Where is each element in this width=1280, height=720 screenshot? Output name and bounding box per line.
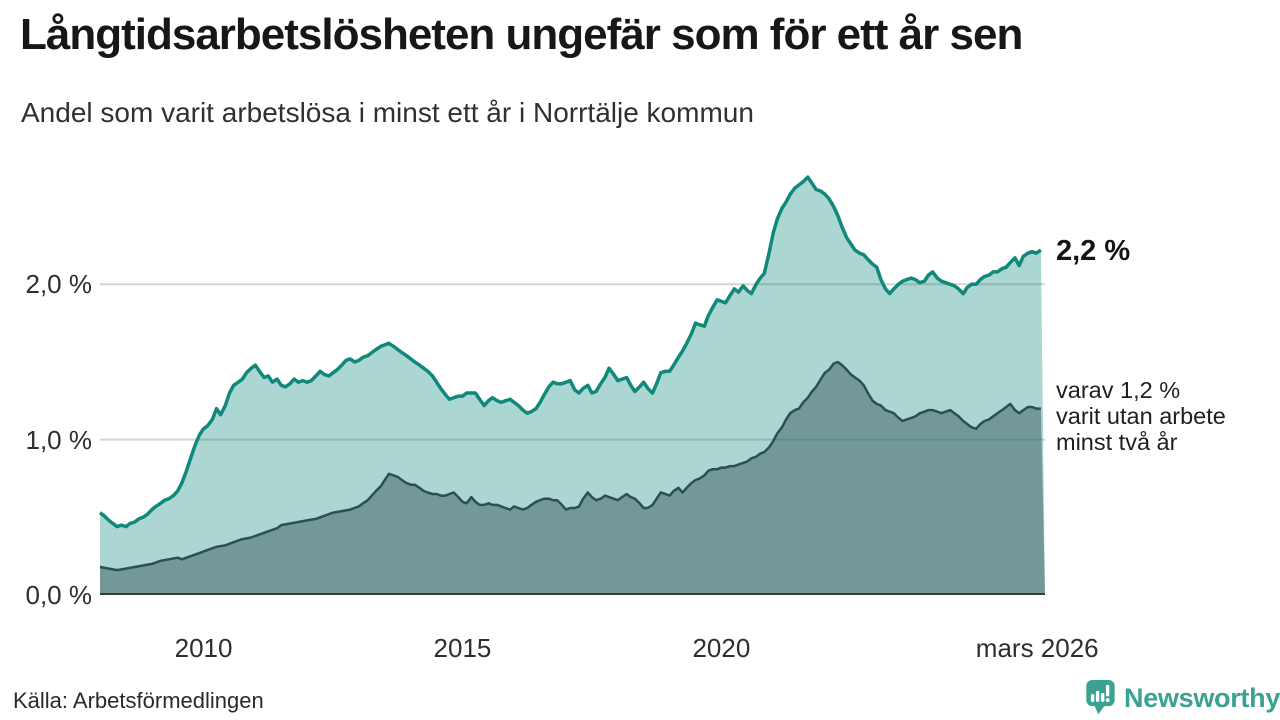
latest-value-label-lower: varav 1,2 % varit utan arbete minst två … (1056, 377, 1226, 455)
x-tick-label: mars 2026 (975, 633, 1099, 663)
y-tick-label: 0,0 % (25, 580, 93, 610)
newsworthy-logo-text: Newsworthy (1124, 682, 1280, 713)
x-tick-label: 2020 (692, 633, 751, 663)
chart-title: Långtidsarbetslösheten ungefär som för e… (20, 10, 1023, 59)
latest-value-label-upper: 2,2 % (1056, 235, 1131, 267)
x-tick-label: 2015 (433, 633, 492, 663)
y-tick-label: 1,0 % (25, 424, 93, 455)
series-area-1 (100, 362, 1045, 595)
x-tick-label: 2010 (174, 633, 233, 663)
chart-subtitle: Andel som varit arbetslösa i minst ett å… (21, 97, 754, 128)
area-chart (98, 175, 1045, 595)
newsworthy-logo: Newsworthy (1085, 680, 1280, 716)
source-label: Källa: Arbetsförmedlingen (13, 688, 264, 713)
series-line-0 (98, 175, 1042, 529)
newsworthy-bubble-chart-icon (1085, 680, 1116, 716)
series-line-1 (99, 360, 1041, 572)
y-tick-label: 2,0 % (25, 269, 93, 300)
